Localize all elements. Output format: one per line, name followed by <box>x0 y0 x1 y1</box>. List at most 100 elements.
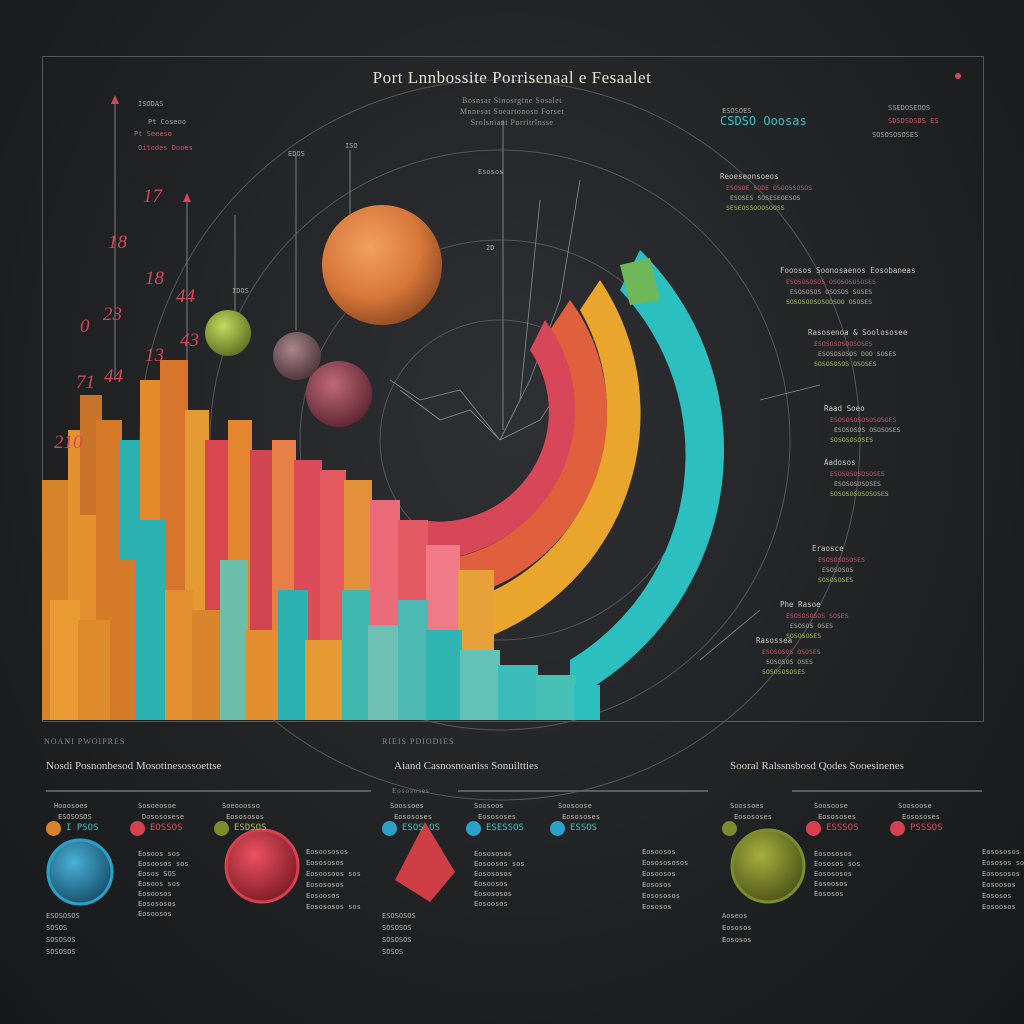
panel-list-item: Eososos sos <box>814 860 861 868</box>
annotation-line: ESOSOSOSOOSOSES <box>814 340 873 348</box>
annotation-line: SESEOSSOOOSOOSS <box>726 204 785 212</box>
panel-list-item: Eososos <box>814 890 844 898</box>
annotation-line: SOSOSOSOSES <box>830 436 874 444</box>
panel-dot-icon <box>550 821 565 836</box>
panel-sub: Eosososes <box>394 813 432 821</box>
panel-head: Soossoes <box>730 802 764 810</box>
panel-list-item: Eososos <box>722 924 752 932</box>
panel-list-item: Eosoosos <box>982 881 1016 889</box>
panel-list-item: Eosoos sos <box>138 850 181 858</box>
panel-list-item: Eosososos <box>474 850 512 858</box>
panel-head: Soosoose <box>898 802 932 810</box>
arc-red <box>420 320 576 560</box>
arc-orange <box>440 300 608 600</box>
panel-list-item: Eososos <box>642 881 672 889</box>
panel-list-item: Eosoosos sos <box>474 860 525 868</box>
panel-list-item: Eososos <box>982 892 1012 900</box>
panel-list-item: Eososososos <box>642 859 689 867</box>
panel-head: Soosoose <box>558 802 592 810</box>
top-right-line: SSEDOSEOOS <box>888 104 931 112</box>
annotation-line: SOSOSOSOS OSOSES <box>814 360 877 368</box>
panel-value: ESOS OS <box>402 823 440 833</box>
panel-list-item: Eosososos <box>982 848 1020 856</box>
panel-list-item: Eosososos <box>642 892 680 900</box>
panel-sub: Eosososes <box>478 813 516 821</box>
annotation-line: ESOSOSOSOS SOSES <box>786 612 849 620</box>
annotation-line: SOSOSOOSOSOOSOO OSOSES <box>786 298 873 306</box>
annotation-line: ESOSOSOS OSOSOS SOSES <box>790 288 873 296</box>
annotation-line: ESOSOSOSOSOSOSOES <box>830 416 897 424</box>
axis-number: 17 <box>143 186 162 207</box>
panel-list-item: Eosososos sos <box>306 903 361 911</box>
panel-sub: Eosososos <box>226 813 264 821</box>
annotation-line: ESOSOE SODE OSOOSSOSOS <box>726 184 813 192</box>
axis-label: Esosos <box>478 168 504 176</box>
axis-label: Pt Coseoo <box>148 118 186 126</box>
panel-list-item: SOSOSOS <box>382 936 412 944</box>
panel-list-item: Eosoos sos <box>138 880 181 888</box>
page-title: Port Lnnbossite Porrisenaal e Fesaalet <box>372 68 652 87</box>
panel-value: ESSOS <box>570 823 598 833</box>
panel-value: EOSSOS <box>150 823 183 833</box>
badge-gem <box>395 822 455 902</box>
panel-dot-icon <box>46 821 61 836</box>
axis-number: 43 <box>180 330 199 351</box>
top-right-line: SDSDSDSDS ES <box>888 117 939 125</box>
axis-number: 23 <box>103 304 122 325</box>
corner-marker <box>955 73 961 79</box>
panel-list-item: Eosososos <box>814 870 852 878</box>
annotation-line: ESOSOSOS <box>822 566 854 574</box>
panel-list-item: Aoseos <box>722 912 748 920</box>
panel-list-item: Eosoosoos sos <box>306 870 361 878</box>
panel-dot-icon <box>806 821 821 836</box>
sphere-mauve <box>273 332 321 380</box>
sphere-wine <box>306 361 372 427</box>
axis-number: 44 <box>104 366 123 387</box>
panel-list-item: SOSOS <box>382 948 404 956</box>
axis-number: 0 <box>80 316 90 337</box>
sphere-orange <box>322 205 442 325</box>
panel-value: I PSOS <box>66 823 99 833</box>
badge-red <box>224 828 300 904</box>
annotation-line: ESOSOSOSOSES <box>834 480 881 488</box>
panel-sub: Eosososes <box>562 813 600 821</box>
axis-label: Oitodes Dooes <box>138 144 193 152</box>
panel-list-item: Eosososos <box>814 850 852 858</box>
axis-label: IDOS <box>232 287 249 295</box>
arc-yellow <box>470 280 641 640</box>
panel-list-item: ESOSOSOS <box>46 912 80 920</box>
badge-olive <box>730 828 806 904</box>
panel-list-item: SOSOSOS <box>46 936 76 944</box>
annotation-line: ESOSOSOSOS OSOSOSOSOSES <box>786 278 877 286</box>
annotation-line: ESOSOSOSOSES <box>818 556 865 564</box>
sphere-green <box>205 310 251 356</box>
panel-list-item: Eosososos <box>306 859 344 867</box>
badge-blue <box>46 838 114 906</box>
axis-number: 71 <box>76 372 95 393</box>
panel-list-item: Eosoososos <box>306 848 349 856</box>
panel-list-item: Eosoosos <box>138 890 172 898</box>
annotation-line: ESOSOSOSOS DOO SOSES <box>818 350 897 358</box>
panel-list-item: SOSOS <box>46 924 68 932</box>
annotation-title: Reoeseonsoeos <box>720 172 779 181</box>
section-kicker-b: Eosososes <box>392 787 430 795</box>
annotation-line: ESOSOSOS OSOSOSES <box>834 426 901 434</box>
panel-list-item: Eososos <box>722 936 752 944</box>
annotation-title: Aadosos <box>824 458 856 467</box>
annotation-title: Eraosce <box>812 544 844 553</box>
section-title: Nosdi Posnonbesod Mosotinesossoettse <box>46 760 222 772</box>
panel-dot-icon <box>130 821 145 836</box>
panel-list-item: Eososos <box>642 903 672 911</box>
divider <box>46 790 371 792</box>
axis-label: EDOS <box>288 150 305 158</box>
annotation-line: ESOSOSOS OSOSES <box>762 648 821 656</box>
panel-dot-icon <box>722 821 737 836</box>
section-title: Sooral Ralssnsbosd Qodes Sooesinenes <box>730 760 904 772</box>
axis-number: 44 <box>176 286 195 307</box>
page-subtitle: Bosnsar Sinosrgtne Sosalet Mnnesat Soear… <box>0 95 1024 128</box>
axis-label: 2D <box>486 244 495 252</box>
annotation-title: Fooosos Soonosaenos Eosobaneas <box>780 266 916 275</box>
annotation-line: SOSOSOS OSES <box>766 658 813 666</box>
panel-sub: Eosososes <box>734 813 772 821</box>
section-kicker: NOANI PWOIPRES <box>44 737 126 746</box>
